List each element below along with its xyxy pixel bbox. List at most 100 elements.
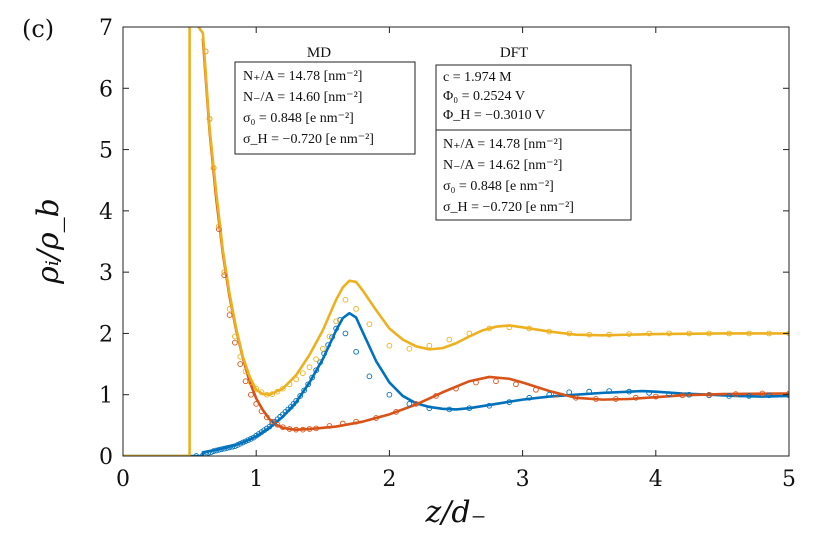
data-point — [258, 408, 265, 415]
dft-header: DFT — [500, 45, 528, 61]
data-point — [486, 402, 493, 409]
data-point — [446, 406, 453, 413]
x-tick-label: 4 — [649, 467, 663, 492]
data-point — [373, 415, 379, 421]
data-point — [593, 396, 599, 402]
data-point — [366, 373, 373, 380]
data-point — [426, 405, 433, 412]
data-point — [706, 391, 712, 398]
data-point — [679, 392, 686, 399]
data-point — [433, 393, 439, 399]
data-point — [652, 393, 659, 400]
data-point — [566, 330, 573, 337]
data-point — [226, 444, 233, 451]
data-point — [286, 381, 293, 388]
data-point — [486, 325, 493, 332]
panel-label: (c) — [22, 15, 54, 43]
data-point — [305, 381, 312, 388]
data-point — [301, 387, 308, 394]
data-point — [274, 388, 281, 395]
series-line-0 — [123, 311, 789, 456]
data-point — [513, 381, 519, 388]
data-point — [317, 359, 323, 366]
data-point — [229, 443, 236, 450]
data-point — [293, 397, 300, 404]
dft-box-line: σ₀ = 0.848 [e nm⁻²] — [443, 179, 554, 194]
data-point — [221, 272, 228, 279]
data-point — [200, 452, 206, 456]
x-axis-title: z/d₋ — [425, 495, 487, 530]
data-point — [573, 394, 579, 401]
data-point — [726, 330, 732, 337]
data-point — [202, 451, 209, 456]
data-point — [606, 388, 613, 394]
data-point — [313, 367, 319, 374]
dft-box-bottom — [435, 129, 632, 221]
data-point — [242, 438, 249, 445]
data-point — [386, 342, 393, 349]
data-point — [329, 334, 335, 340]
data-point — [586, 331, 593, 338]
data-point — [306, 364, 313, 370]
data-point — [466, 405, 473, 412]
data-point — [205, 450, 212, 456]
data-point — [566, 389, 573, 396]
data-point — [342, 296, 349, 303]
x-tick-label: 5 — [782, 467, 796, 492]
data-point — [226, 306, 233, 312]
dft-box-line: Φ_H = −0.3010 V — [443, 108, 545, 123]
data-point — [353, 306, 359, 312]
md-box-line: N₋/A = 14.60 [nm⁻²] — [243, 90, 362, 105]
data-point — [242, 368, 249, 375]
data-point — [333, 325, 339, 332]
data-point — [202, 48, 209, 55]
data-point — [269, 391, 276, 397]
data-point — [274, 421, 281, 428]
data-point — [686, 391, 692, 398]
data-point — [299, 370, 306, 377]
dft-box-line: N₊/A = 14.78 [nm⁻²] — [443, 137, 562, 152]
data-point — [234, 442, 241, 448]
data-point — [286, 426, 293, 432]
data-point — [279, 385, 286, 392]
plot-area — [123, 27, 789, 456]
data-point — [245, 437, 252, 443]
data-point — [333, 318, 339, 325]
y-tick-label: 3 — [99, 261, 113, 286]
data-point — [732, 391, 739, 397]
data-point — [766, 330, 772, 337]
data-point — [386, 391, 393, 398]
data-point — [216, 226, 222, 233]
data-point — [297, 393, 304, 399]
data-point — [313, 425, 319, 432]
dft-box-top — [435, 64, 632, 131]
y-tick-label: 1 — [99, 384, 113, 409]
data-point — [216, 223, 222, 230]
data-point — [242, 378, 249, 385]
data-point — [237, 353, 244, 360]
data-point — [612, 396, 619, 402]
data-point — [210, 165, 217, 171]
data-point — [193, 453, 200, 456]
data-point — [546, 391, 553, 398]
y-tick-label: 4 — [99, 200, 113, 225]
data-point — [453, 385, 459, 392]
y-tick-label: 7 — [99, 16, 113, 41]
data-point — [606, 331, 613, 338]
axis-ticks: 0 1 2 3 4 5 0 1 2 3 4 5 6 7 — [99, 16, 796, 492]
data-point — [253, 385, 260, 392]
data-point — [269, 418, 276, 425]
data-point — [221, 269, 228, 275]
data-point — [546, 328, 553, 335]
data-point — [264, 391, 270, 398]
data-point — [309, 374, 315, 381]
data-point — [466, 330, 473, 337]
data-point — [746, 393, 752, 399]
y-tick-label: 2 — [99, 322, 113, 347]
data-point — [299, 426, 306, 433]
y-tick-label: 5 — [99, 139, 113, 164]
data-point — [213, 447, 220, 454]
data-point — [686, 330, 692, 337]
data-point — [319, 345, 326, 352]
data-point — [646, 390, 652, 396]
